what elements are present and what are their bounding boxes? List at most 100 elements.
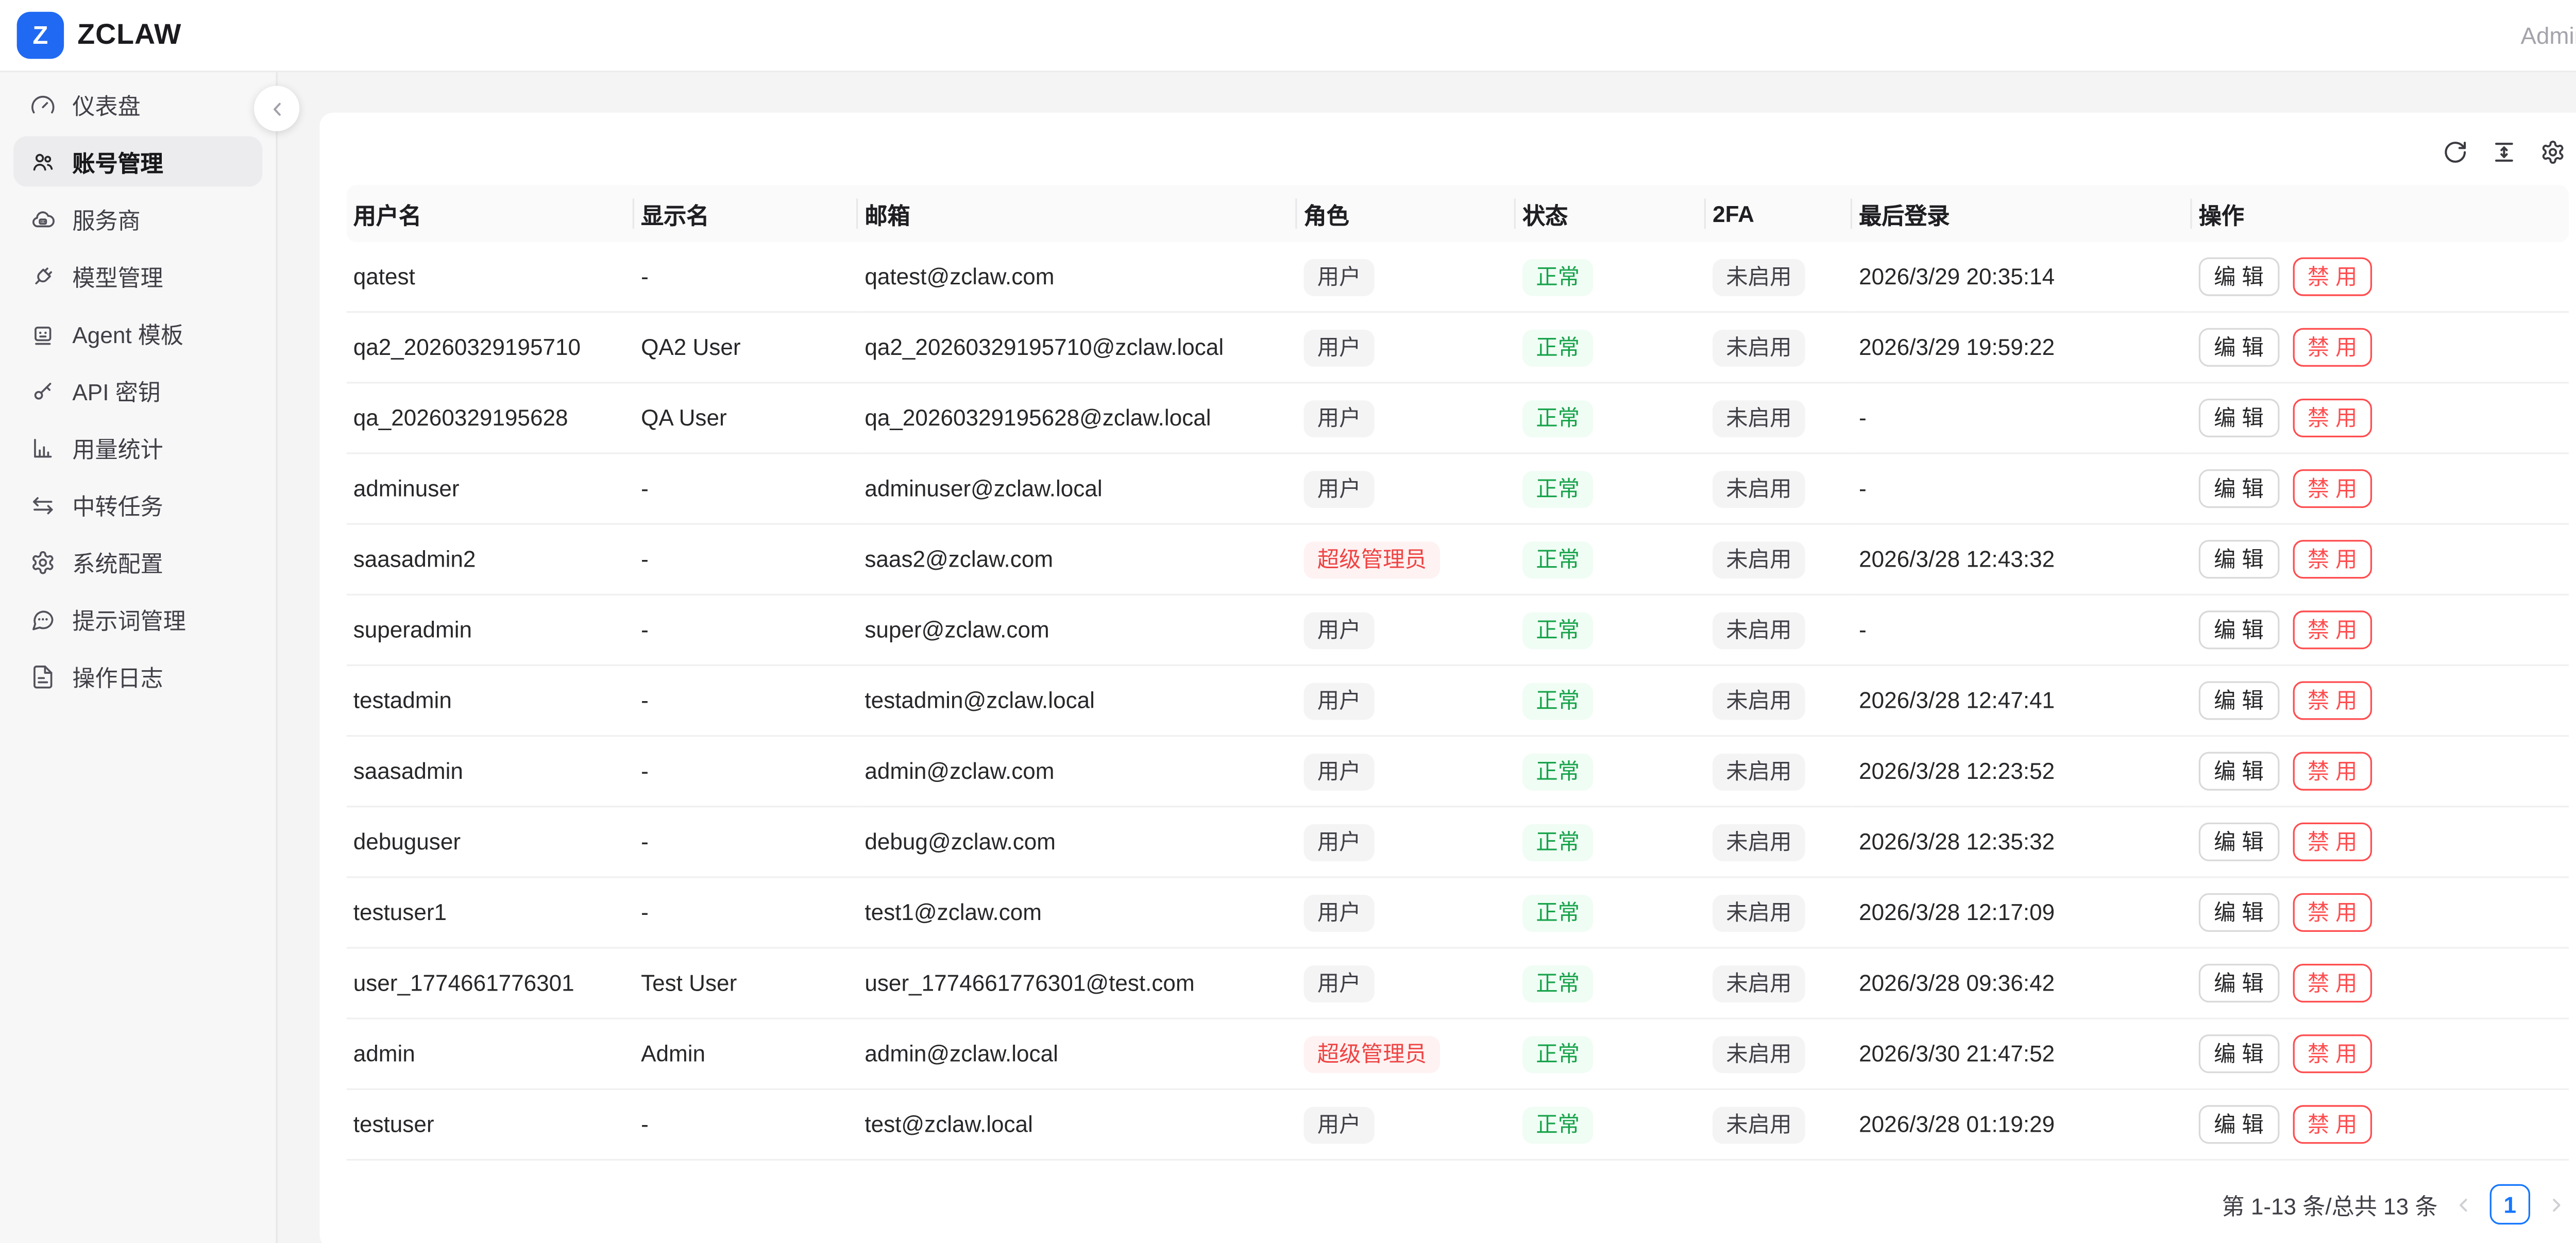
sidebar-item-accounts[interactable]: 账号管理 — [13, 136, 263, 187]
sidebar-item-system-config[interactable]: 系统配置 — [13, 537, 262, 587]
cell-role: 超级管理员 — [1297, 524, 1516, 595]
page-1-button[interactable]: 1 — [2489, 1184, 2531, 1225]
disable-button[interactable]: 禁 用 — [2292, 610, 2372, 650]
disable-button[interactable]: 禁 用 — [2292, 540, 2372, 579]
refresh-button[interactable] — [2443, 140, 2468, 165]
edit-button[interactable]: 编 辑 — [2198, 1105, 2279, 1144]
key-icon — [34, 382, 52, 399]
users-icon — [33, 153, 53, 170]
cell-status: 正常 — [1516, 594, 1706, 667]
sidebar-item-providers[interactable]: 服务商 — [13, 194, 262, 244]
brand-title: ZCLAW — [77, 18, 182, 50]
status-badge: 正常 — [1522, 540, 1594, 578]
user-menu[interactable]: Admin — [2520, 22, 2576, 49]
edit-button[interactable]: 编 辑 — [2198, 610, 2279, 650]
cell-status: 正常 — [1516, 736, 1706, 808]
cell-role: 用户 — [1297, 242, 1516, 313]
cell-status: 正常 — [1516, 1018, 1706, 1090]
disable-button[interactable]: 禁 用 — [2292, 328, 2372, 367]
disable-button[interactable]: 禁 用 — [2292, 822, 2372, 861]
cell-last-login: 2026/3/28 12:47:41 — [1852, 665, 2192, 737]
chevron-left-icon — [2460, 1198, 2467, 1211]
row-actions: 编 辑 禁 用 — [2198, 610, 2562, 650]
disable-button[interactable]: 禁 用 — [2292, 681, 2372, 720]
twofa-badge: 未启用 — [1713, 1105, 1805, 1143]
cell-2fa: 未启用 — [1706, 665, 1853, 737]
disable-button[interactable]: 禁 用 — [2292, 752, 2372, 791]
edit-button[interactable]: 编 辑 — [2198, 469, 2279, 508]
sidebar-item-agent-templates[interactable]: Agent 模板 — [13, 308, 262, 359]
cell-last-login: - — [1852, 453, 2192, 525]
col-username: 用户名 — [346, 185, 635, 243]
row-actions: 编 辑 禁 用 — [2198, 328, 2562, 367]
next-page-button[interactable] — [2547, 1195, 2566, 1214]
status-badge: 正常 — [1522, 470, 1594, 507]
sidebar-collapse-button[interactable] — [254, 86, 300, 131]
cell-status: 正常 — [1516, 242, 1706, 313]
disable-button[interactable]: 禁 用 — [2292, 893, 2372, 932]
edit-button[interactable]: 编 辑 — [2198, 893, 2279, 932]
edit-button[interactable]: 编 辑 — [2198, 328, 2279, 367]
disable-button[interactable]: 禁 用 — [2292, 257, 2372, 296]
sidebar-item-operation-logs[interactable]: 操作日志 — [13, 651, 262, 702]
density-button[interactable] — [2492, 140, 2517, 165]
cell-email: test@zclaw.local — [858, 1089, 1297, 1161]
cell-actions: 编 辑 禁 用 — [2192, 1089, 2569, 1161]
edit-button[interactable]: 编 辑 — [2198, 257, 2279, 296]
file-text-icon — [33, 665, 53, 688]
twofa-badge: 未启用 — [1713, 894, 1805, 931]
sidebar-item-models[interactable]: 模型管理 — [13, 251, 262, 301]
cell-role: 用户 — [1297, 382, 1516, 454]
sidebar-item-usage-stats[interactable]: 用量统计 — [13, 422, 262, 473]
disable-button[interactable]: 禁 用 — [2292, 1034, 2372, 1074]
status-badge: 正常 — [1522, 1035, 1594, 1072]
edit-button[interactable]: 编 辑 — [2198, 681, 2279, 720]
disable-button[interactable]: 禁 用 — [2292, 964, 2372, 1003]
cell-actions: 编 辑 禁 用 — [2192, 382, 2569, 454]
cell-2fa: 未启用 — [1706, 594, 1853, 667]
disable-button[interactable]: 禁 用 — [2292, 1105, 2372, 1144]
plug-icon — [35, 266, 52, 284]
col-display-name: 显示名 — [634, 185, 858, 243]
edit-button[interactable]: 编 辑 — [2198, 398, 2279, 437]
cell-actions: 编 辑 禁 用 — [2192, 453, 2569, 525]
edit-button[interactable]: 编 辑 — [2198, 822, 2279, 861]
cell-2fa: 未启用 — [1706, 1018, 1853, 1090]
user-table-card: 用户名 显示名 邮箱 角色 状态 2FA 最后登录 操作 qatest — [319, 112, 2576, 1243]
edit-button[interactable]: 编 辑 — [2198, 540, 2279, 579]
cell-2fa: 未启用 — [1706, 453, 1853, 525]
cell-email: saas2@zclaw.com — [858, 524, 1297, 595]
status-badge: 正常 — [1522, 753, 1594, 790]
column-settings-button[interactable] — [2540, 140, 2566, 165]
sidebar-item-label: 操作日志 — [72, 666, 163, 692]
cell-status: 正常 — [1516, 312, 1706, 384]
cell-display-name: QA User — [634, 382, 858, 454]
edit-button[interactable]: 编 辑 — [2198, 752, 2279, 791]
disable-button[interactable]: 禁 用 — [2292, 469, 2372, 508]
prev-page-button[interactable] — [2454, 1195, 2473, 1214]
cell-display-name: - — [634, 877, 858, 949]
sidebar: 仪表盘 账号管理 服务商 模型管理 Agent 模板 API 密钥 — [0, 72, 300, 1243]
table-toolbar — [347, 129, 2569, 185]
cell-role: 用户 — [1297, 453, 1516, 525]
twofa-badge: 未启用 — [1713, 258, 1805, 296]
sidebar-item-prompt-management[interactable]: 提示词管理 — [13, 594, 262, 644]
role-badge: 超级管理员 — [1303, 540, 1440, 578]
cell-username: testuser1 — [346, 877, 635, 949]
sidebar-item-relay-tasks[interactable]: 中转任务 — [13, 480, 262, 530]
edit-button[interactable]: 编 辑 — [2198, 964, 2279, 1003]
edit-button[interactable]: 编 辑 — [2198, 1034, 2279, 1074]
role-badge: 超级管理员 — [1303, 1035, 1440, 1072]
sidebar-item-dashboard[interactable]: 仪表盘 — [13, 79, 262, 129]
disable-button[interactable]: 禁 用 — [2292, 398, 2372, 437]
table-row: saasadmin2 - saas2@zclaw.com 超级管理员 正常 未启… — [346, 524, 2569, 595]
cell-status: 正常 — [1516, 806, 1706, 878]
cell-status: 正常 — [1516, 877, 1706, 949]
status-badge: 正常 — [1522, 682, 1594, 719]
sidebar-item-api-keys[interactable]: API 密钥 — [13, 365, 262, 416]
row-actions: 编 辑 禁 用 — [2198, 752, 2562, 791]
cell-status: 正常 — [1516, 524, 1706, 595]
cell-email: user_1774661776301@test.com — [858, 948, 1297, 1019]
cell-2fa: 未启用 — [1706, 382, 1853, 454]
row-actions: 编 辑 禁 用 — [2198, 540, 2562, 579]
